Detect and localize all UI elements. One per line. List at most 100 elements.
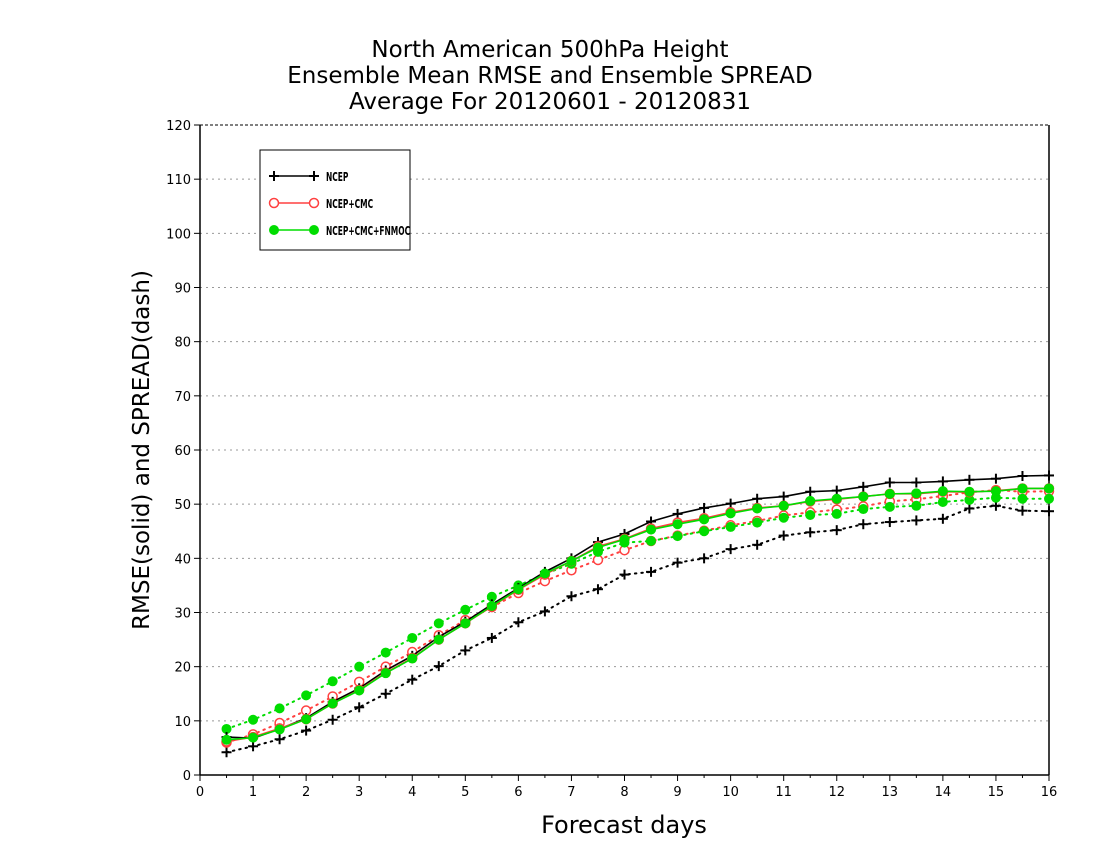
data-point — [566, 591, 577, 602]
data-point — [1044, 506, 1054, 517]
series-group — [221, 470, 1055, 758]
y-tick-label: 110 — [166, 173, 191, 188]
data-point — [327, 714, 338, 725]
data-point — [831, 493, 842, 504]
data-point — [911, 500, 922, 511]
data-point — [380, 668, 391, 679]
data-point — [539, 568, 550, 579]
x-tick-label: 15 — [988, 785, 1005, 800]
data-point — [884, 488, 895, 499]
legend-marker — [309, 225, 319, 235]
y-tick-label: 100 — [166, 227, 191, 242]
data-point — [327, 676, 338, 687]
data-point — [858, 519, 869, 530]
data-point — [1044, 483, 1054, 494]
y-tick-label: 60 — [174, 444, 191, 459]
data-point — [539, 606, 550, 617]
data-point — [1044, 470, 1054, 481]
data-point — [990, 486, 1001, 497]
data-point — [831, 525, 842, 536]
series-ncep-spread — [221, 500, 1054, 758]
y-tick-label: 30 — [174, 607, 191, 622]
data-point — [619, 569, 630, 580]
x-tick-label: 0 — [196, 785, 204, 800]
y-tick-label: 0 — [183, 769, 191, 784]
data-point — [486, 632, 497, 643]
data-point — [460, 645, 471, 656]
data-point — [937, 497, 948, 507]
legend-entry-ncep-cmc: NCEP+CMC — [268, 197, 373, 211]
data-point — [937, 486, 948, 497]
data-point — [407, 632, 418, 643]
data-point — [858, 491, 869, 502]
x-tick-label: 8 — [620, 785, 628, 800]
data-point — [672, 508, 683, 519]
data-point — [831, 508, 842, 519]
data-point — [460, 604, 471, 615]
data-point — [301, 690, 312, 701]
x-tick-label: 1 — [249, 785, 257, 800]
x-tick-label: 2 — [302, 785, 310, 800]
data-point — [884, 517, 895, 528]
x-tick-label: 16 — [1041, 785, 1058, 800]
data-point — [221, 747, 232, 758]
series-line-ncep-rmse — [226, 474, 1050, 739]
y-tick-label: 50 — [174, 498, 191, 513]
x-tick-label: 5 — [461, 785, 469, 800]
data-point — [354, 702, 365, 713]
data-point — [1017, 493, 1028, 504]
data-point — [752, 493, 763, 504]
data-point — [592, 542, 603, 553]
data-point — [858, 481, 869, 492]
data-point — [805, 495, 816, 506]
data-point — [566, 556, 577, 567]
x-tick-label: 4 — [408, 785, 416, 800]
data-point — [433, 618, 444, 629]
data-point — [725, 498, 736, 509]
data-point — [646, 536, 657, 546]
data-point — [380, 688, 391, 699]
data-point — [1017, 483, 1028, 494]
chart-title-line-2: Ensemble Mean RMSE and Ensemble SPREAD — [287, 63, 813, 89]
data-point — [274, 703, 285, 714]
data-point — [380, 647, 391, 658]
data-point — [221, 734, 232, 745]
y-axis-label: RMSE(solid) and SPREAD(dash) — [129, 270, 155, 630]
data-point — [911, 515, 922, 526]
data-point — [805, 527, 816, 538]
data-point — [911, 477, 922, 488]
y-tick-label: 80 — [174, 336, 191, 351]
data-point — [646, 566, 657, 577]
legend-label: NCEP+CMC — [326, 198, 373, 211]
data-point — [778, 512, 789, 523]
legend-box — [259, 149, 411, 251]
data-point — [248, 732, 259, 743]
legend-marker — [269, 171, 279, 181]
data-point — [990, 473, 1001, 484]
legend-label: NCEP — [326, 171, 348, 184]
data-point — [433, 634, 444, 645]
data-point — [354, 685, 365, 696]
legend-marker — [268, 197, 280, 209]
data-point — [327, 698, 338, 709]
data-point — [1017, 505, 1028, 516]
data-point — [858, 504, 869, 515]
data-point — [513, 617, 524, 628]
data-point — [699, 514, 710, 525]
data-point — [672, 519, 683, 530]
y-tick-label: 120 — [166, 119, 191, 134]
x-tick-label: 9 — [673, 785, 681, 800]
legend-entry-ncep: NCEP — [269, 171, 348, 184]
y-tick-label: 20 — [174, 661, 191, 676]
legend-label: NCEP+CMC+FNMOC — [326, 225, 410, 238]
data-point — [884, 477, 895, 488]
series-ncep-cmc-spread — [221, 484, 1055, 748]
data-point — [964, 474, 975, 485]
data-point — [752, 539, 763, 550]
x-tick-label: 14 — [935, 785, 952, 800]
y-tick-label: 10 — [174, 715, 191, 730]
data-point — [937, 513, 948, 524]
data-point — [407, 674, 418, 685]
